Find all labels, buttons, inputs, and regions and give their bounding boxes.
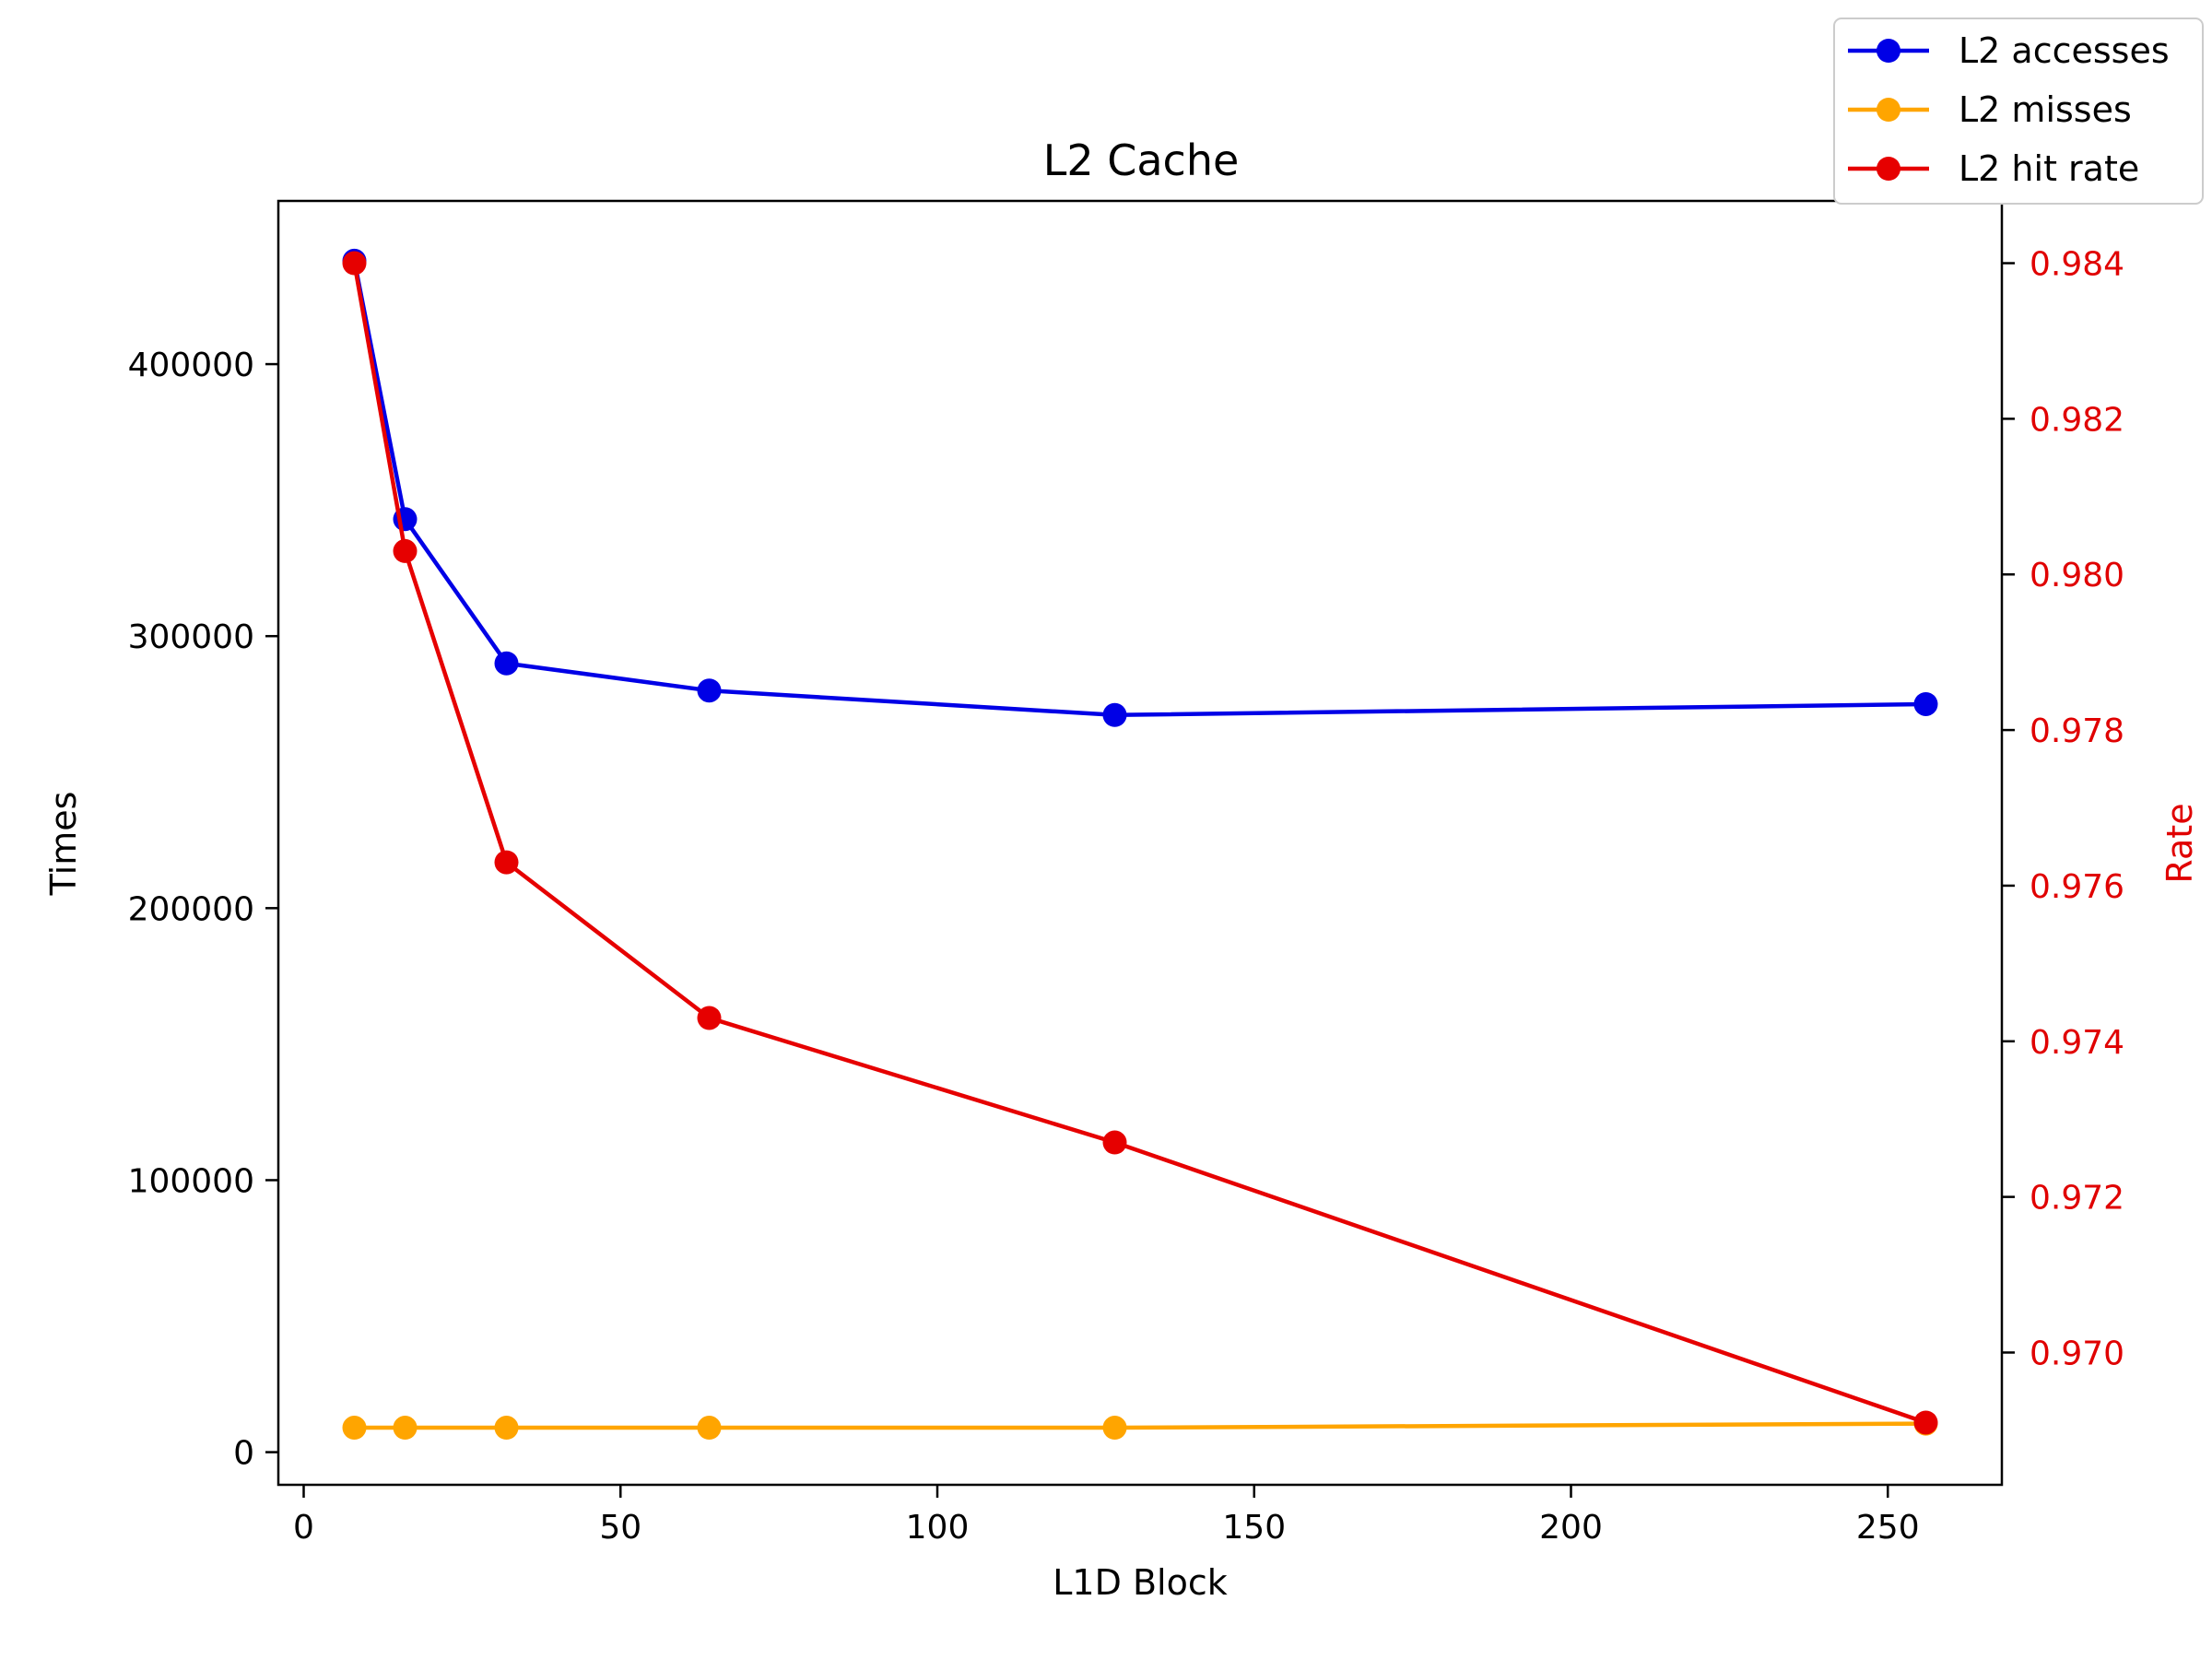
y2-tick-label: 0.970	[2030, 1335, 2124, 1372]
y2-tick-label: 0.976	[2030, 868, 2124, 906]
y2-axis-ticks: 0.970 0.972 0.974 0.976 0.978 0.980 0.982 0.984	[2002, 246, 2124, 1372]
y2-tick-label: 0.980	[2030, 557, 2124, 594]
y-tick-label: 400000	[128, 347, 254, 384]
y-tick-label: 100000	[128, 1162, 254, 1200]
l2-hit-rate-point	[342, 251, 367, 276]
chart-title: L2 Cache	[1043, 135, 1240, 185]
l2-misses-point	[1102, 1416, 1127, 1441]
l2-hit-rate-point	[1913, 1410, 1938, 1435]
l2-accesses-line	[352, 260, 1926, 718]
y-tick-label: 300000	[128, 618, 254, 656]
series-layer	[342, 248, 1938, 1441]
l2-hit-rate-point	[393, 538, 418, 563]
y-axis-ticks: 0 100000 200000 300000 400000	[128, 347, 278, 1473]
l2-accesses-point	[1102, 702, 1127, 727]
legend-swatch-marker	[1877, 157, 1900, 181]
x-tick-label: 250	[1856, 1509, 1920, 1547]
x-tick-label: 150	[1222, 1509, 1286, 1547]
l2-misses-point	[342, 1416, 367, 1441]
x-axis-title: L1D Block	[1053, 1562, 1227, 1603]
legend: L2 accesses L2 misses L2 hit rate	[1833, 18, 2204, 205]
legend-swatch-marker	[1877, 39, 1900, 63]
legend-label: L2 accesses	[1959, 30, 2170, 71]
x-tick-label: 200	[1539, 1509, 1603, 1547]
x-axis-ticks: 0 50 100 150 200 250	[293, 1485, 1920, 1547]
l2-misses-point	[393, 1416, 418, 1441]
legend-box	[1833, 18, 2204, 205]
l2-accesses-point	[494, 651, 519, 676]
l2-misses-point	[697, 1416, 722, 1441]
l2-accesses-point	[697, 678, 722, 703]
l2-hit-rate-point	[494, 850, 519, 875]
y-tick-label: 0	[233, 1435, 254, 1473]
y2-tick-label: 0.972	[2030, 1180, 2124, 1218]
legend-label: L2 misses	[1959, 89, 2132, 130]
plot-frame	[276, 199, 2004, 1487]
y2-tick-label: 0.978	[2030, 712, 2124, 750]
legend-swatch-marker	[1877, 98, 1900, 122]
y-axis-title: Times	[43, 792, 84, 897]
l2-misses-point	[494, 1416, 519, 1441]
x-tick-label: 100	[906, 1509, 970, 1547]
y2-axis-title: Rate	[2159, 803, 2200, 883]
y2-tick-label: 0.982	[2030, 401, 2124, 439]
legend-label: L2 hit rate	[1959, 148, 2139, 189]
y-tick-label: 200000	[128, 890, 254, 928]
y2-tick-label: 0.984	[2030, 246, 2124, 284]
x-tick-label: 0	[293, 1509, 314, 1547]
l2-hit-rate-line	[352, 263, 1927, 1425]
l2-hit-rate-point	[1102, 1130, 1127, 1155]
l2-accesses-point	[1913, 691, 1938, 716]
y2-tick-label: 0.974	[2030, 1024, 2124, 1062]
l2-hit-rate-point	[697, 1006, 722, 1030]
x-tick-label: 50	[599, 1509, 641, 1547]
